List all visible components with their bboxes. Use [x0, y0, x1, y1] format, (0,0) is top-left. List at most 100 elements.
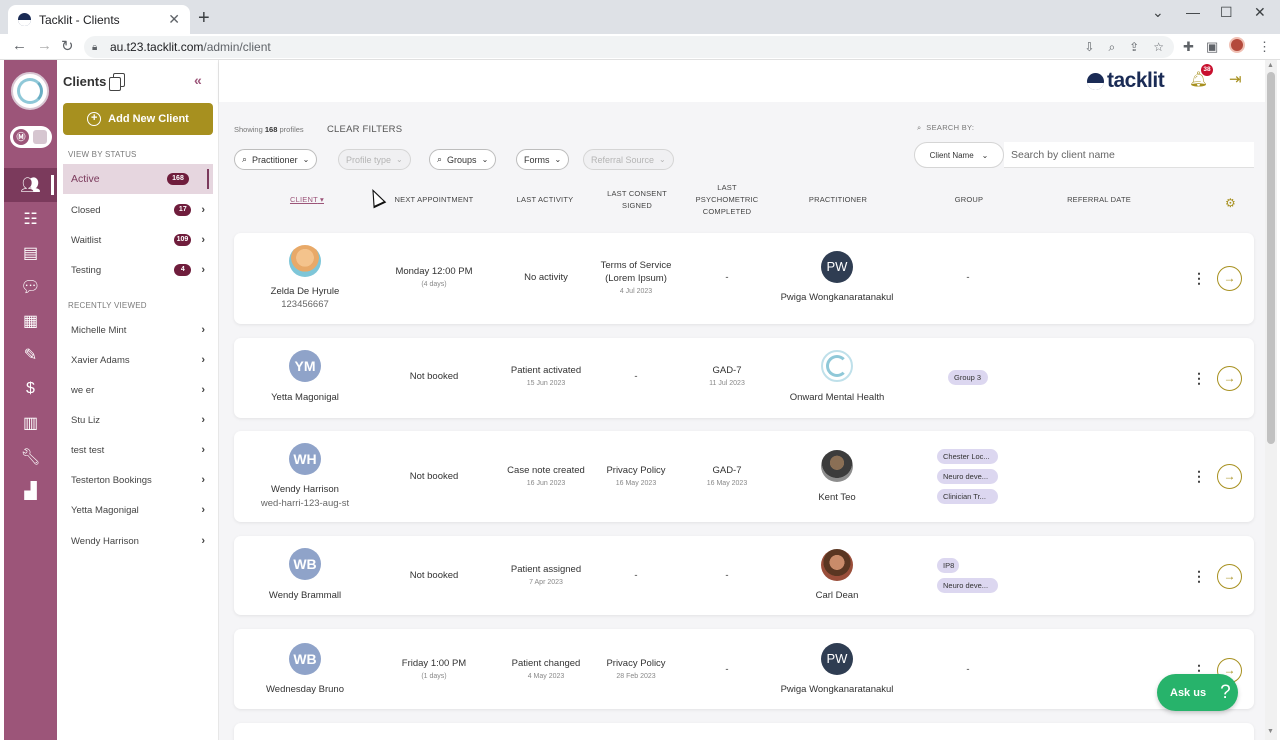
page-scrollbar[interactable]: ▲ ▼ — [1265, 60, 1277, 740]
tacklit-logo[interactable]: tacklit — [1087, 69, 1165, 93]
filter-label: Profile type — [346, 154, 392, 165]
column-settings-icon[interactable]: ⚙ — [1225, 196, 1236, 210]
client-name[interactable]: Yetta Magonigal — [271, 392, 339, 403]
groups-filter[interactable]: ⌕ Groups ⌄ — [429, 149, 497, 170]
maximize-icon[interactable]: ☐ — [1220, 4, 1233, 20]
kebab-menu-icon[interactable]: ⋮ — [1192, 568, 1206, 584]
column-header-client[interactable]: CLIENT ▾ — [281, 194, 333, 206]
install-app-icon[interactable]: ⇩ — [1084, 40, 1095, 54]
status-item-closed[interactable]: Closed 17 › — [63, 195, 213, 225]
recent-client-item[interactable]: we er › — [63, 375, 213, 405]
ask-us-chat-button[interactable]: Ask us ? — [1157, 674, 1238, 711]
column-header-group[interactable]: GROUP — [954, 195, 984, 204]
kebab-menu-icon[interactable]: ⋮ — [1192, 468, 1206, 484]
rail-groups[interactable]: ☷ — [4, 202, 57, 236]
column-header-last-psychometric[interactable]: LAST PSYCHOMETRIC COMPLETED — [677, 182, 777, 218]
referral-source-filter[interactable]: Referral Source ⌄ — [583, 149, 674, 170]
scrollbar-thumb[interactable] — [1267, 72, 1275, 444]
side-panel-icon[interactable]: ▣ — [1206, 39, 1219, 54]
add-new-client-button[interactable]: + Add New Client — [63, 103, 213, 135]
rail-invoices[interactable]: $ — [4, 372, 57, 406]
account-switcher[interactable]: Ⓜ — [10, 126, 52, 148]
open-client-arrow-icon[interactable]: → — [1217, 464, 1242, 489]
table-row[interactable]: YM Yetta Magonigal Not booked Patient ac… — [234, 338, 1254, 418]
recent-client-item[interactable]: Stu Liz › — [63, 405, 213, 435]
client-name[interactable]: Wendy Harrison — [271, 484, 339, 495]
rail-calendar[interactable]: ▦ — [4, 304, 57, 338]
recent-client-item[interactable]: Michelle Mint › — [63, 315, 213, 345]
last-activity: Patient activated — [510, 365, 582, 376]
column-header-next-appointment[interactable]: NEXT APPOINTMENT — [394, 195, 474, 204]
column-header-last-activity[interactable]: LAST ACTIVITY — [516, 195, 574, 204]
open-client-arrow-icon[interactable]: → — [1217, 266, 1242, 291]
window-close-icon[interactable]: ✕ — [1254, 4, 1266, 20]
back-icon[interactable]: ← — [12, 37, 27, 54]
open-client-arrow-icon[interactable]: → — [1217, 564, 1242, 589]
rail-settings[interactable]: 🔧︎ — [4, 440, 57, 474]
kebab-menu-icon[interactable]: ⋮ — [1192, 370, 1206, 386]
search-type-select[interactable]: Client Name ⌄ — [914, 142, 1004, 168]
bookmark-star-icon[interactable]: ☆ — [1153, 40, 1164, 54]
kebab-menu-icon[interactable]: ⋮ — [1192, 270, 1206, 286]
clear-filters-button[interactable]: CLEAR FILTERS — [327, 124, 403, 135]
chevron-down-icon: ⌄ — [481, 155, 489, 164]
search-input[interactable] — [1004, 142, 1254, 168]
rail-contacts[interactable]: ▤ — [4, 236, 57, 270]
client-name[interactable]: Wendy Brammall — [268, 590, 342, 601]
table-row[interactable]: WB Wendy Brammall Not booked Patient ass… — [234, 536, 1254, 615]
table-row[interactable]: Zelda De Hyrule 123456667 Monday 12:00 P… — [234, 233, 1254, 324]
column-header-referral-date[interactable]: REFERRAL DATE — [1067, 195, 1131, 204]
recent-client-item[interactable]: Wendy Harrison › — [63, 526, 213, 556]
table-row[interactable]: WB Wednesday Bruno Friday 1:00 PM (1 days… — [234, 629, 1254, 709]
status-item-testing[interactable]: Testing 4 › — [63, 255, 213, 285]
status-item-active[interactable]: Active 168 — [63, 164, 213, 194]
org-logo[interactable] — [11, 72, 49, 110]
minimize-icon[interactable]: — — [1186, 4, 1200, 20]
forms-filter[interactable]: Forms ⌄ — [516, 149, 570, 170]
forward-icon[interactable]: → — [37, 37, 52, 54]
status-item-waitlist[interactable]: Waitlist 109 › — [63, 225, 213, 255]
practitioner-filter[interactable]: ⌕ Practitioner ⌄ — [234, 149, 318, 170]
rail-notes[interactable]: ✎ — [4, 338, 57, 372]
zoom-icon[interactable]: ⌕ — [1108, 40, 1116, 54]
filter-label: Forms — [524, 154, 550, 165]
header-text: COMPLETED — [702, 207, 752, 216]
recent-client-item[interactable]: test test › — [63, 435, 213, 465]
url-field[interactable]: 🔒︎ au.t23.tacklit.com/admin/client ⇩ ⌕ ⇪… — [84, 36, 1174, 58]
rail-clients[interactable]: 👥︎ — [4, 168, 57, 202]
browser-tab[interactable]: Tacklit - Clients ✕ — [8, 5, 190, 34]
reload-icon[interactable]: ↻ — [61, 38, 74, 55]
close-tab-icon[interactable]: ✕ — [168, 11, 180, 27]
pen-icon: ✎ — [23, 347, 38, 364]
filter-label: Practitioner — [252, 154, 298, 165]
collapse-sidebar-icon[interactable]: « — [194, 72, 202, 88]
rail-analytics[interactable]: ▟ — [4, 474, 57, 508]
scroll-up-icon[interactable]: ▲ — [1267, 62, 1274, 69]
client-name[interactable]: Wednesday Bruno — [266, 684, 344, 695]
chevron-right-icon: › — [201, 474, 205, 486]
new-tab-button[interactable]: + — [198, 7, 210, 29]
column-header-last-consent[interactable]: LAST CONSENT SIGNED — [592, 188, 682, 212]
client-name[interactable]: Zelda De Hyrule — [270, 286, 340, 297]
open-client-arrow-icon[interactable]: → — [1217, 366, 1242, 391]
rail-messages[interactable]: 💬︎ — [4, 270, 57, 304]
column-header-practitioner[interactable]: PRACTITIONER — [808, 195, 868, 204]
last-psychometric: - — [725, 664, 729, 675]
browser-menu-icon[interactable]: ⋮ — [1258, 39, 1271, 54]
table-row[interactable]: WH Wendy Harrison wed-harri-123-aug-st N… — [234, 431, 1254, 522]
question-icon: ? — [1220, 681, 1231, 703]
recent-client-item[interactable]: Yetta Magonigal › — [63, 495, 213, 525]
share-icon[interactable]: ⇪ — [1129, 40, 1140, 54]
tab-search-icon[interactable]: ⌄ — [1152, 4, 1164, 20]
scroll-down-icon[interactable]: ▼ — [1267, 728, 1274, 735]
url-host: au.t23.tacklit.com — [110, 40, 204, 54]
extensions-icon[interactable]: ✚ — [1183, 39, 1194, 54]
profile-avatar[interactable] — [1229, 37, 1245, 53]
table-row[interactable] — [234, 723, 1254, 740]
logout-icon[interactable]: ⇥ — [1229, 71, 1242, 88]
recent-client-item[interactable]: Testerton Bookings › — [63, 465, 213, 495]
copy-icon[interactable] — [109, 73, 125, 91]
rail-reports[interactable]: ▥ — [4, 406, 57, 440]
profile-type-filter[interactable]: Profile type ⌄ — [338, 149, 411, 170]
recent-client-item[interactable]: Xavier Adams › — [63, 345, 213, 375]
